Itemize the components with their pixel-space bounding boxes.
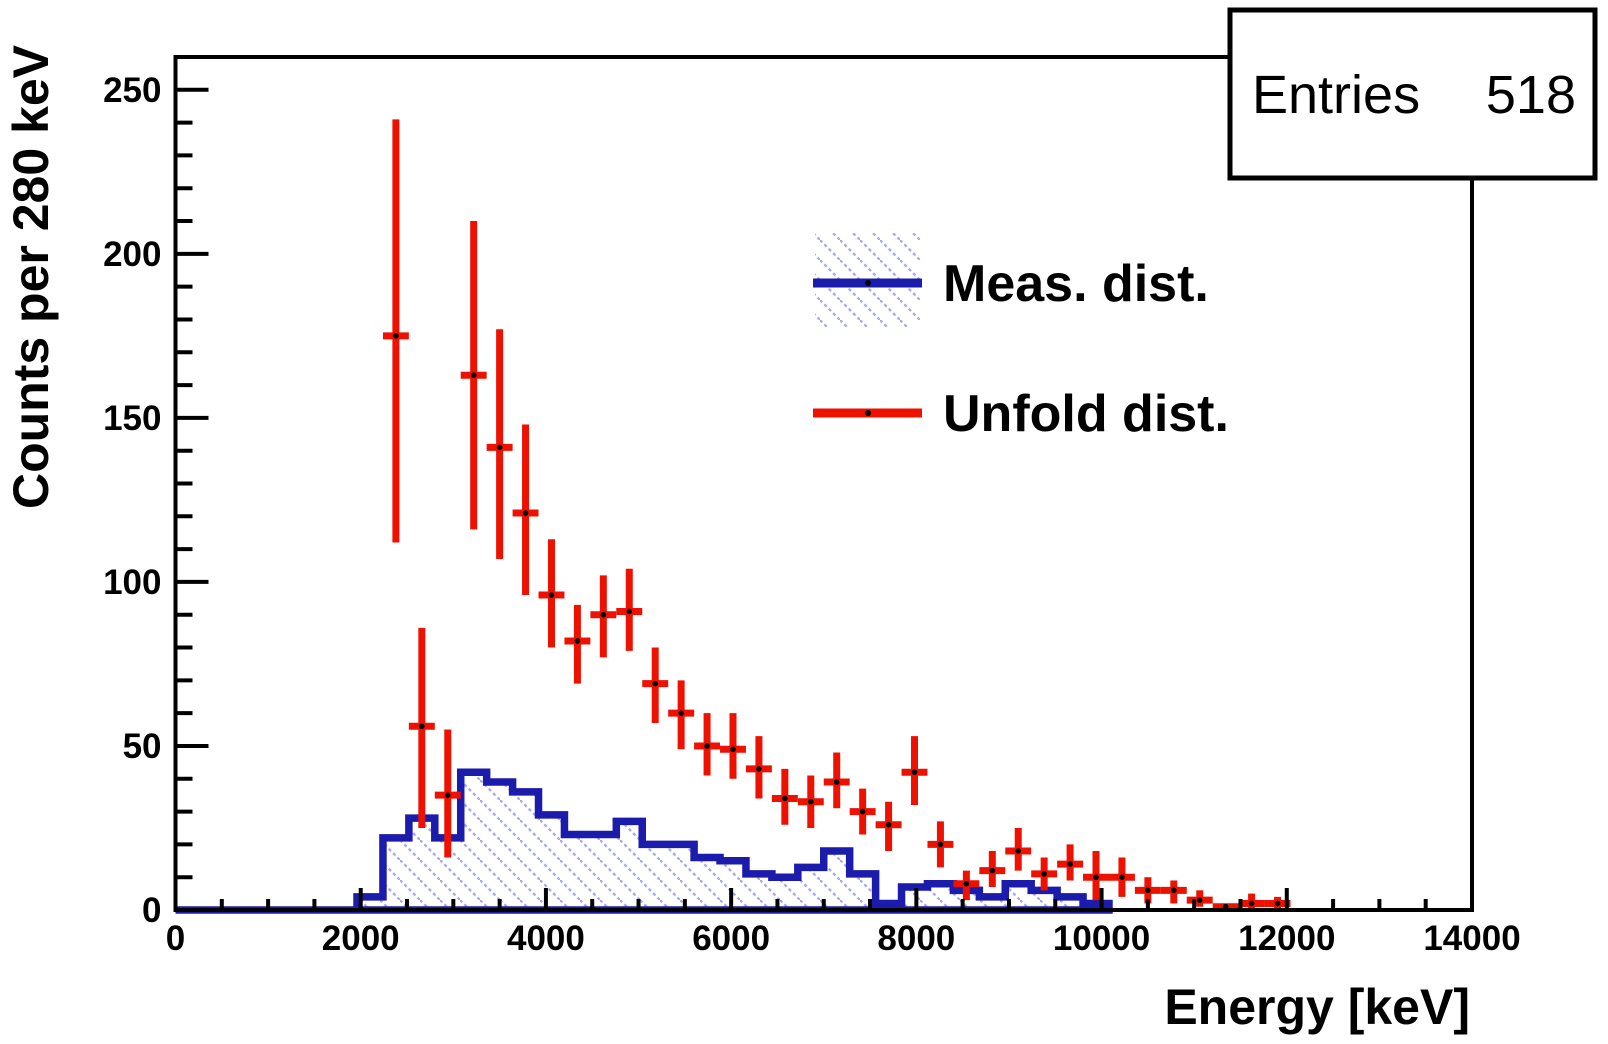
unfold-point: [849, 788, 876, 835]
unfold-marker-dot-icon: [419, 723, 425, 730]
x-tick-label: 2000: [322, 919, 400, 958]
legend-item-meas: Meas. dist.: [813, 233, 1209, 327]
unfold-marker-dot-icon: [1274, 900, 1281, 907]
unfold-marker-dot-icon: [678, 710, 684, 716]
unfold-marker-dot-icon: [470, 372, 477, 379]
unfold-point: [953, 870, 980, 901]
unfold-marker-dot-icon: [1145, 887, 1151, 894]
unfold-marker-dot-icon: [730, 746, 736, 753]
unfold-point: [979, 850, 1006, 888]
unfold-marker-dot-icon: [1171, 887, 1177, 894]
unfold-marker-dot-icon: [1041, 871, 1047, 877]
unfold-point: [512, 424, 539, 596]
unfold-point: [408, 627, 435, 828]
unfold-point: [720, 713, 746, 779]
y-tick-label: 100: [103, 563, 161, 602]
unfold-marker-dot-icon: [859, 808, 866, 815]
unfold-marker-dot-icon: [1067, 861, 1073, 867]
legend-item-unfold: Unfold dist.: [813, 385, 1229, 443]
meas-dist-outline: [175, 768, 1113, 914]
meas-dist-histogram: [175, 768, 1113, 914]
unfold-point: [1031, 857, 1058, 891]
axes-and-ticks: 0 50 100 150 200 250 0 2000 4000 6000 8000 10000 120…: [103, 55, 1521, 958]
unfold-point: [771, 768, 798, 825]
unfold-point: [460, 221, 487, 530]
unfold-marker-dot-icon: [393, 333, 399, 339]
plot-frame: [173, 55, 1474, 912]
unfold-point: [901, 736, 928, 806]
unfold-point: [1186, 890, 1213, 907]
unfold-marker-dot-icon: [885, 821, 892, 828]
y-tick-label: 200: [103, 235, 161, 274]
stats-box: Entries 518: [1227, 7, 1598, 181]
y-tick-label: 250: [103, 71, 161, 110]
unfold-point: [538, 539, 565, 648]
meas-marker-dot-icon: [865, 280, 871, 286]
x-tick-label: 6000: [692, 919, 770, 958]
unfold-point: [875, 801, 902, 851]
unfold-point: [1083, 850, 1109, 901]
unfold-marker-dot-icon: [704, 743, 710, 749]
unfold-point: [1057, 844, 1084, 881]
unfold-point: [382, 119, 409, 543]
unfold-point: [590, 575, 617, 658]
unfold-marker-dot-icon: [911, 769, 918, 776]
unfold-point: [564, 604, 591, 684]
unfold-point: [745, 736, 772, 799]
unfold-marker-dot-icon: [548, 592, 555, 598]
unfold-marker-dot-icon: [522, 510, 529, 516]
legend: Meas. dist. Unfold dist.: [813, 233, 1229, 443]
unfold-point: [434, 729, 461, 858]
unfold-marker-dot-icon: [1248, 900, 1255, 907]
x-tick-label: 12000: [1238, 919, 1335, 958]
stats-entries-value: 518: [1486, 65, 1576, 125]
unfold-marker-dot-icon: [1093, 874, 1099, 880]
unfold-point: [642, 647, 669, 723]
unfold-marker-dot-icon: [1196, 897, 1203, 903]
unfold-point: [1160, 880, 1187, 904]
unfold-point: [1238, 893, 1265, 910]
stats-box-frame: [1227, 7, 1598, 181]
x-tick-label: 4000: [507, 919, 585, 958]
unfold-marker-dot-icon: [782, 795, 788, 802]
unfold-marker-dot-icon: [963, 880, 970, 887]
unfold-marker-dot-icon: [1015, 848, 1022, 854]
unfold-point: [616, 568, 643, 651]
x-tick-label: 8000: [877, 919, 955, 958]
x-tick-label: 10000: [1053, 919, 1150, 958]
unfold-marker-dot-icon: [756, 766, 762, 772]
unfold-marker-dot-icon: [600, 611, 607, 618]
y-tick-label: 150: [103, 399, 161, 438]
y-tick-label: 50: [123, 727, 162, 766]
unfold-marker-dot-icon: [496, 444, 503, 451]
unfold-marker-dot-icon: [833, 779, 840, 785]
y-tick-label: 0: [142, 891, 161, 930]
unfold-point: [927, 821, 954, 868]
unfold-marker-dot-icon: [444, 792, 451, 798]
unfold-point: [668, 680, 695, 750]
legend-label-unfold: Unfold dist.: [943, 385, 1229, 443]
x-tick-label: 14000: [1423, 919, 1520, 958]
unfold-point: [1108, 857, 1135, 897]
unfold-marker-dot-icon: [574, 638, 581, 644]
legend-label-meas: Meas. dist.: [943, 255, 1209, 313]
unfold-marker-dot-icon: [652, 680, 659, 687]
x-axis-title: Energy [keV]: [1164, 979, 1470, 1035]
stats-entries-label: Entries: [1252, 65, 1420, 125]
unfold-marker-dot-icon: [865, 410, 871, 416]
unfold-point: [694, 713, 721, 776]
unfold-marker-dot-icon: [807, 798, 814, 805]
unfold-point: [486, 329, 513, 559]
unfold-marker-dot-icon: [989, 867, 996, 874]
unfold-point: [797, 775, 824, 828]
unfold-marker-dot-icon: [1119, 874, 1125, 880]
x-tick-label: 0: [166, 919, 185, 958]
unfold-marker-dot-icon: [937, 841, 944, 848]
y-axis-title: Counts per 280 keV: [3, 44, 59, 509]
unfold-point: [1005, 827, 1032, 871]
unfold-marker-dot-icon: [626, 608, 633, 615]
unfold-point: [823, 752, 850, 809]
